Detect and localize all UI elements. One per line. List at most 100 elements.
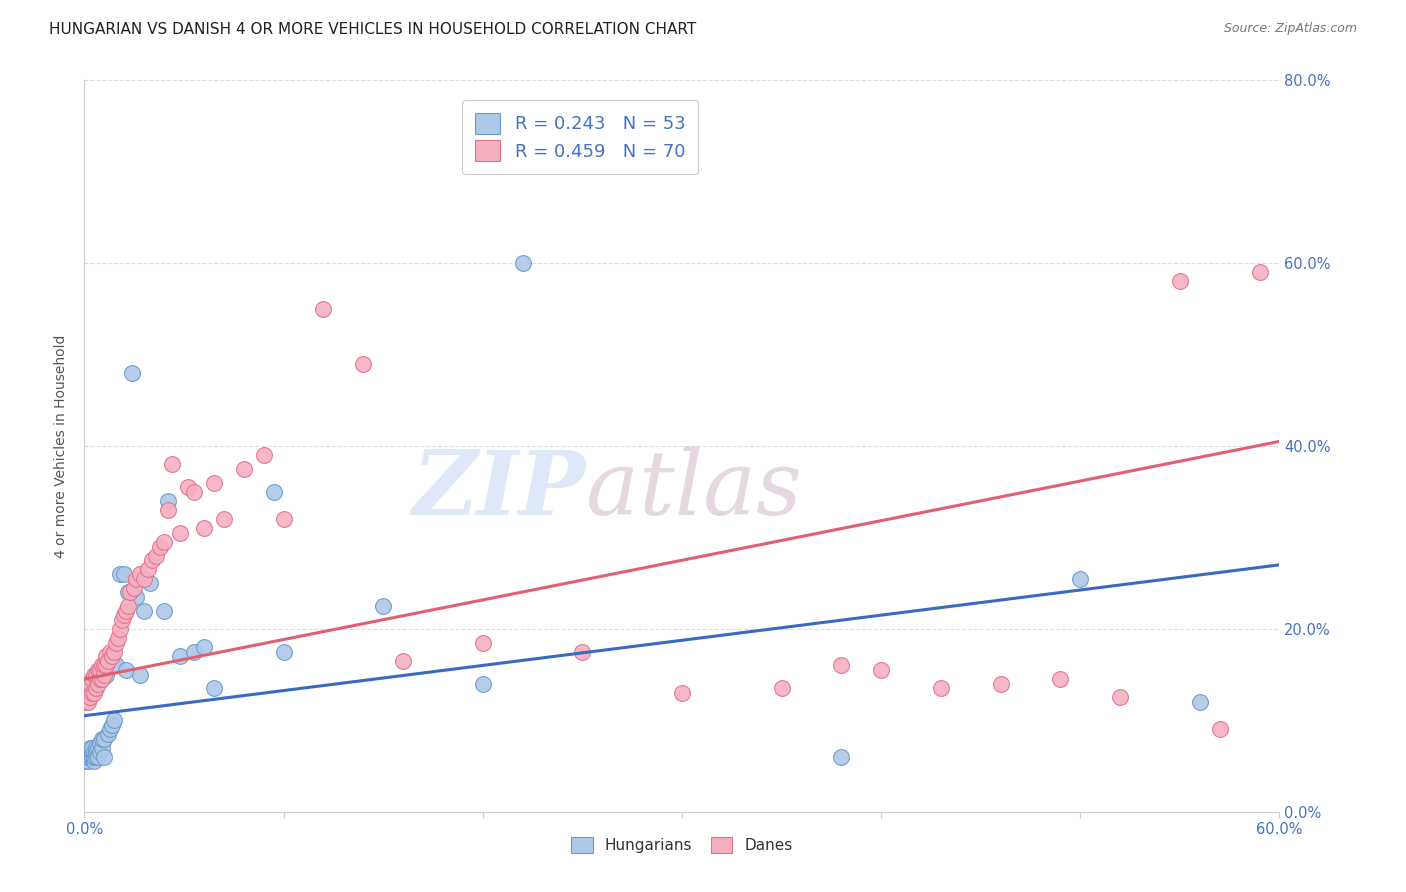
Point [122, 581, 145, 595]
Point [1188, 695, 1211, 709]
Point [830, 658, 852, 673]
Point [153, 603, 176, 617]
Point [86, 667, 108, 681]
Point [107, 631, 129, 645]
Point [98, 723, 121, 737]
Text: atlas: atlas [586, 447, 801, 533]
Point [82, 740, 104, 755]
Point [512, 256, 534, 270]
Point [96, 658, 118, 673]
Point [153, 535, 176, 549]
Point [770, 681, 793, 696]
Point [79, 676, 101, 690]
Point [79, 740, 101, 755]
Point [75, 755, 97, 769]
Point [115, 603, 138, 617]
Point [97, 727, 120, 741]
Point [103, 714, 125, 728]
Point [86, 740, 108, 755]
Point [232, 462, 254, 476]
Point [87, 740, 110, 755]
Point [91, 672, 114, 686]
Point [75, 695, 97, 709]
Point [117, 599, 139, 613]
Point [110, 622, 132, 636]
Point [139, 576, 162, 591]
Point [96, 667, 118, 681]
Point [1109, 690, 1132, 705]
Point [1069, 572, 1091, 586]
Point [990, 676, 1012, 690]
Point [1249, 265, 1271, 279]
Point [83, 755, 105, 769]
Point [129, 567, 152, 582]
Point [83, 667, 105, 681]
Point [830, 749, 852, 764]
Point [93, 667, 115, 681]
Point [79, 745, 101, 759]
Y-axis label: 4 or more Vehicles in Household: 4 or more Vehicles in Household [55, 334, 69, 558]
Point [149, 540, 172, 554]
Point [105, 635, 128, 649]
Point [82, 749, 104, 764]
Point [97, 654, 120, 668]
Point [112, 567, 135, 582]
Point [115, 663, 138, 677]
Point [105, 658, 128, 673]
Point [82, 672, 104, 686]
Point [96, 649, 118, 664]
Point [83, 686, 105, 700]
Point [157, 494, 180, 508]
Point [471, 676, 494, 690]
Point [929, 681, 952, 696]
Point [86, 745, 108, 759]
Point [202, 475, 225, 490]
Point [83, 749, 105, 764]
Point [77, 749, 100, 764]
Point [103, 645, 125, 659]
Point [183, 484, 205, 499]
Point [352, 357, 374, 371]
Point [111, 613, 134, 627]
Point [87, 749, 110, 764]
Point [86, 749, 108, 764]
Point [141, 553, 163, 567]
Point [160, 457, 183, 471]
Legend: Hungarians, Danes: Hungarians, Danes [565, 830, 799, 859]
Point [112, 608, 135, 623]
Point [110, 567, 132, 582]
Point [157, 503, 180, 517]
Point [87, 676, 110, 690]
Point [177, 480, 200, 494]
Point [253, 448, 276, 462]
Point [183, 645, 205, 659]
Point [1209, 723, 1232, 737]
Point [263, 484, 285, 499]
Point [75, 749, 97, 764]
Point [136, 562, 159, 576]
Point [129, 667, 152, 681]
Point [117, 585, 139, 599]
Point [79, 749, 101, 764]
Text: ZIP: ZIP [413, 447, 586, 533]
Point [273, 645, 295, 659]
Point [79, 690, 101, 705]
Point [82, 686, 104, 700]
Point [125, 590, 148, 604]
Point [101, 649, 124, 664]
Point [471, 635, 494, 649]
Point [91, 658, 114, 673]
Point [89, 663, 111, 677]
Point [91, 740, 114, 755]
Point [312, 301, 335, 316]
Point [89, 672, 111, 686]
Point [212, 512, 235, 526]
Point [77, 681, 100, 696]
Point [121, 366, 143, 380]
Point [671, 686, 693, 700]
Point [77, 755, 100, 769]
Point [132, 603, 156, 617]
Point [125, 572, 148, 586]
Point [86, 681, 108, 696]
Point [77, 695, 100, 709]
